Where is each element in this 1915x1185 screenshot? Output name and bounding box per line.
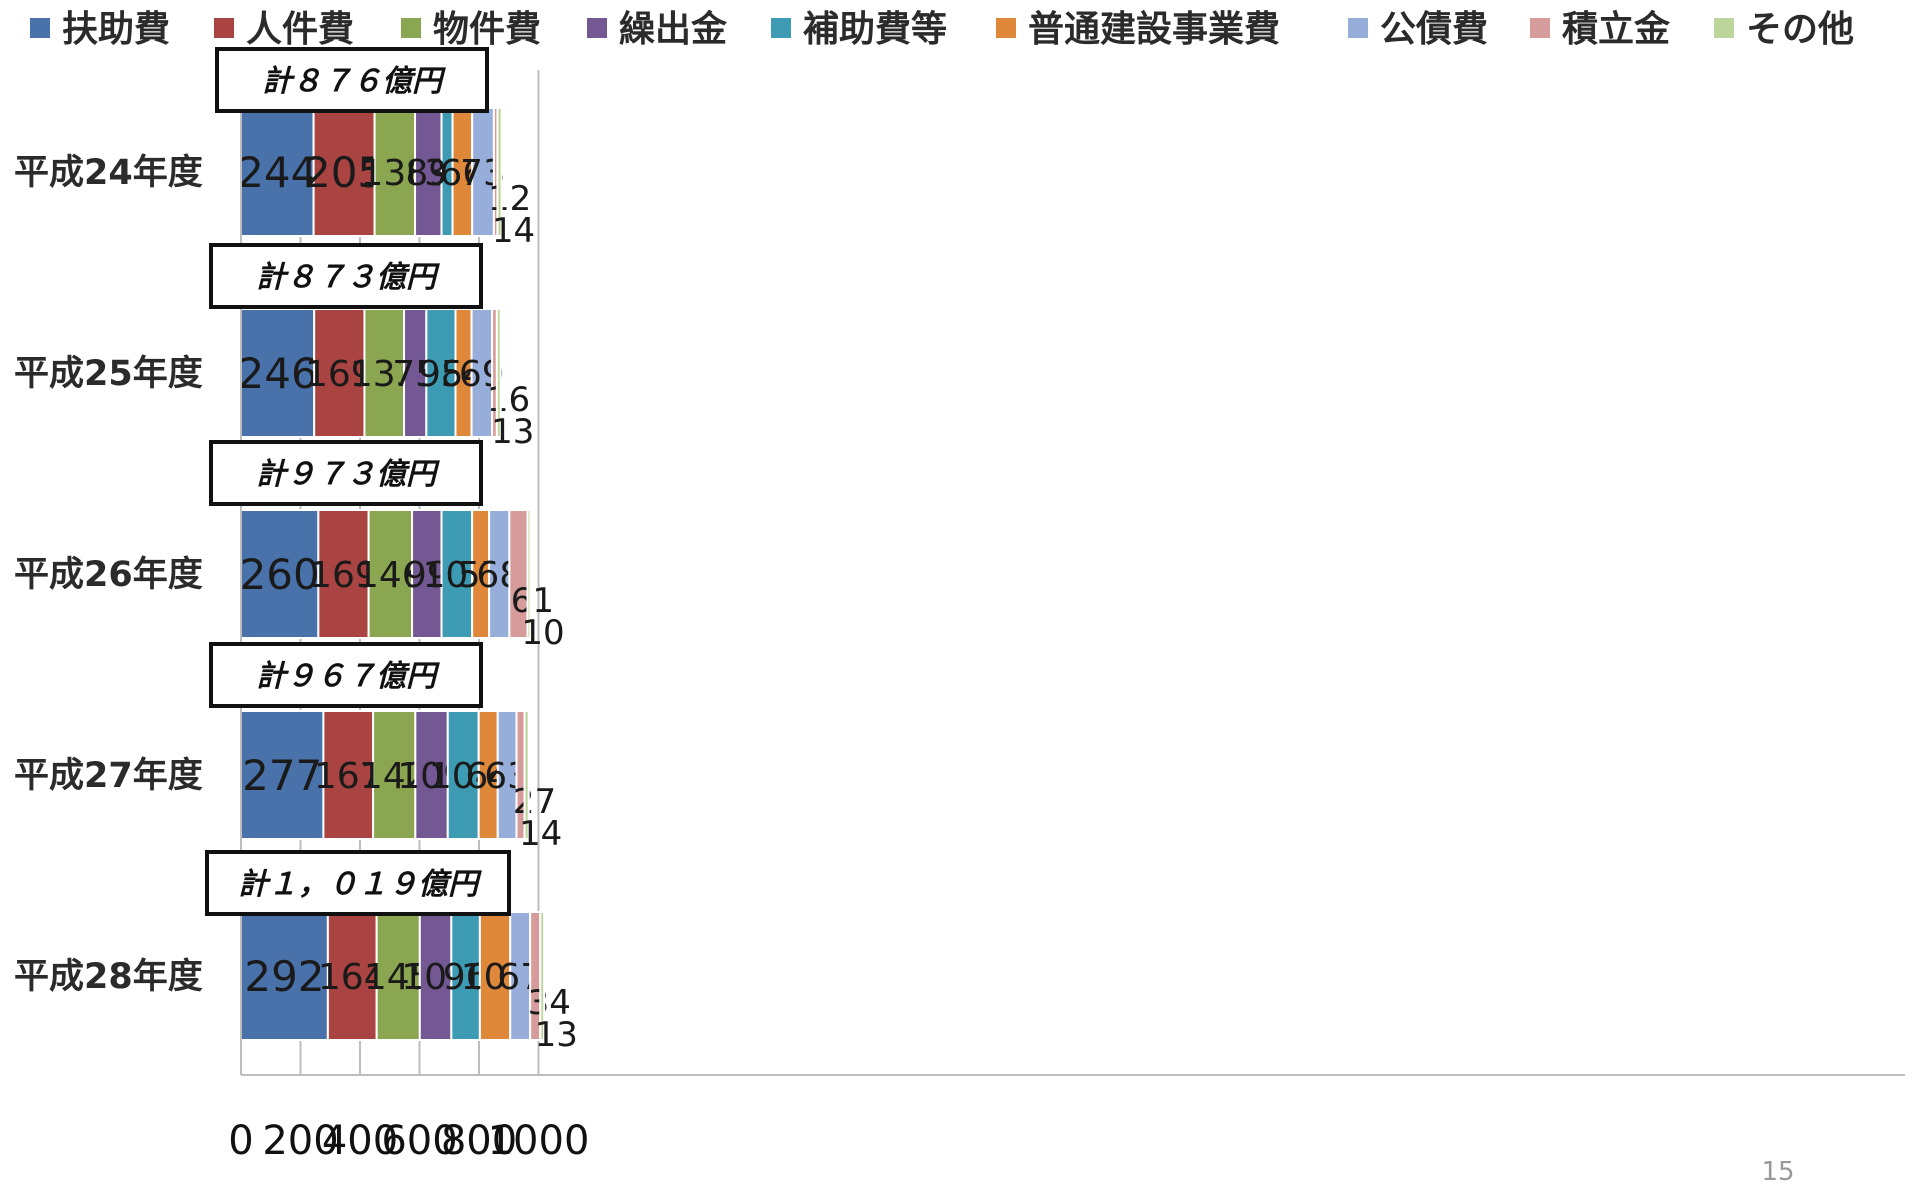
bars: 2442051368937667312142461691337598546916… bbox=[237, 107, 578, 1055]
legend: 扶助費 人件費 物件費 繰出金 補助費等 普通建設事業費 公債費 積立金 その他 bbox=[30, 8, 1854, 50]
category-label: 平成28年度 bbox=[14, 957, 203, 997]
bar-segment bbox=[375, 911, 421, 1041]
total-label: 計１，０１９億円 bbox=[238, 867, 482, 902]
bar-value-label: 61 bbox=[511, 581, 554, 621]
bar-segment bbox=[367, 509, 414, 639]
category-label: 平成25年度 bbox=[14, 354, 203, 394]
bar-segment bbox=[240, 107, 315, 237]
legend-label: その他 bbox=[1746, 9, 1854, 50]
category-label: 平成26年度 bbox=[14, 555, 203, 595]
total-box bbox=[215, 47, 489, 113]
total-label: 計９７３億円 bbox=[256, 457, 440, 492]
legend-label: 公債費 bbox=[1380, 9, 1488, 50]
bar-segment bbox=[539, 911, 546, 1041]
total-box bbox=[205, 850, 511, 916]
total-box bbox=[209, 440, 483, 506]
bar-value-label: 169 bbox=[309, 555, 378, 596]
category-label: 平成27年度 bbox=[14, 756, 203, 796]
x-tick-label: 0 bbox=[228, 1118, 253, 1164]
legend-swatch bbox=[401, 18, 421, 38]
x-tick-label: 600 bbox=[381, 1118, 457, 1164]
total-label: 計９６７億円 bbox=[256, 659, 440, 694]
bar-value-label: 167 bbox=[314, 756, 383, 797]
bar-segment bbox=[526, 509, 532, 639]
legend-swatch bbox=[30, 18, 50, 38]
x-tick-label: 800 bbox=[441, 1118, 517, 1164]
bar-value-label: 164 bbox=[318, 957, 387, 998]
bar-segment bbox=[414, 710, 449, 840]
bar-segment bbox=[322, 710, 375, 840]
x-tick-label: 200 bbox=[262, 1118, 338, 1164]
legend-label: 積立金 bbox=[1562, 8, 1671, 50]
legend-label: 扶助費 bbox=[62, 9, 170, 50]
legend-swatch bbox=[214, 18, 234, 38]
bar-value-label: 169 bbox=[305, 354, 374, 395]
total-label: 計８７６億円 bbox=[262, 64, 446, 99]
category-label: 平成24年度 bbox=[14, 153, 203, 193]
bar-value-label: 14 bbox=[492, 211, 535, 251]
legend-label: 物件費 bbox=[433, 9, 541, 50]
bar-segment bbox=[446, 710, 480, 840]
bar-value-label: 27 bbox=[513, 782, 556, 822]
bar-segment bbox=[478, 911, 512, 1041]
legend-swatch bbox=[1348, 18, 1368, 38]
legend-label: 繰出金 bbox=[619, 8, 728, 50]
bar-value-label: 13 bbox=[535, 1015, 578, 1055]
page-number: 15 bbox=[1761, 1157, 1794, 1185]
bar-value-label: 34 bbox=[528, 983, 571, 1023]
bar-value-label: 16 bbox=[487, 380, 530, 420]
bar-segment bbox=[372, 710, 417, 840]
bar-value-label: 292 bbox=[244, 952, 324, 1001]
bar-value-label: 205 bbox=[304, 148, 384, 197]
bar-segment bbox=[523, 710, 530, 840]
bar-value-label: 246 bbox=[238, 349, 318, 398]
bar-value-label: 12 bbox=[488, 179, 531, 219]
bar-segment bbox=[440, 509, 474, 639]
bar-value-label: 244 bbox=[237, 148, 317, 197]
legend-swatch bbox=[1714, 18, 1734, 38]
legend-label: 普通建設事業費 bbox=[1028, 9, 1280, 50]
bar-segment bbox=[495, 308, 502, 438]
total-box bbox=[209, 243, 483, 309]
legend-swatch bbox=[1530, 18, 1550, 38]
bar-value-label: 277 bbox=[242, 751, 322, 800]
bar-segment bbox=[363, 308, 406, 438]
bar-value-label: 13 bbox=[491, 412, 534, 452]
legend-label: 人件費 bbox=[246, 9, 354, 50]
legend-swatch bbox=[587, 18, 607, 38]
bar-value-label: 14 bbox=[519, 814, 562, 854]
legend-swatch bbox=[996, 18, 1016, 38]
bar-value-label: 10 bbox=[521, 613, 564, 653]
bar-value-label: 260 bbox=[240, 550, 320, 599]
bar-segment bbox=[317, 509, 370, 639]
bar-segment bbox=[496, 107, 503, 237]
bar-segment bbox=[240, 911, 329, 1041]
x-tick-label: 1000 bbox=[488, 1118, 590, 1164]
x-tick-label: 400 bbox=[322, 1118, 398, 1164]
bar-segment bbox=[240, 710, 325, 840]
bar-segment bbox=[240, 509, 320, 639]
legend-label: 補助費等 bbox=[803, 9, 947, 50]
total-box bbox=[209, 642, 483, 708]
bar-segment bbox=[312, 107, 376, 237]
bar-segment bbox=[326, 911, 378, 1041]
legend-swatch bbox=[771, 18, 791, 38]
total-label: 計８７３億円 bbox=[256, 260, 440, 295]
